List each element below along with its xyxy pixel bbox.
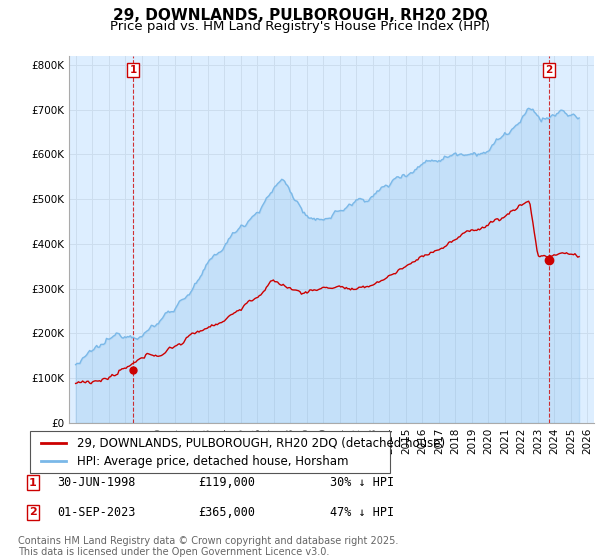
Text: 2: 2 bbox=[545, 65, 553, 75]
FancyBboxPatch shape bbox=[30, 431, 390, 473]
Text: Contains HM Land Registry data © Crown copyright and database right 2025.
This d: Contains HM Land Registry data © Crown c… bbox=[18, 535, 398, 557]
Text: 29, DOWNLANDS, PULBOROUGH, RH20 2DQ (detached house): 29, DOWNLANDS, PULBOROUGH, RH20 2DQ (det… bbox=[77, 436, 445, 450]
Text: 2: 2 bbox=[29, 507, 37, 517]
Text: 29, DOWNLANDS, PULBOROUGH, RH20 2DQ: 29, DOWNLANDS, PULBOROUGH, RH20 2DQ bbox=[113, 8, 487, 24]
Text: Price paid vs. HM Land Registry's House Price Index (HPI): Price paid vs. HM Land Registry's House … bbox=[110, 20, 490, 32]
Text: HPI: Average price, detached house, Horsham: HPI: Average price, detached house, Hors… bbox=[77, 455, 348, 468]
Text: 01-SEP-2023: 01-SEP-2023 bbox=[57, 506, 136, 519]
Text: 1: 1 bbox=[29, 478, 37, 488]
Text: 47% ↓ HPI: 47% ↓ HPI bbox=[330, 506, 394, 519]
Text: 1: 1 bbox=[130, 65, 137, 75]
Text: £119,000: £119,000 bbox=[198, 476, 255, 489]
Text: £365,000: £365,000 bbox=[198, 506, 255, 519]
Text: 30-JUN-1998: 30-JUN-1998 bbox=[57, 476, 136, 489]
Text: 30% ↓ HPI: 30% ↓ HPI bbox=[330, 476, 394, 489]
